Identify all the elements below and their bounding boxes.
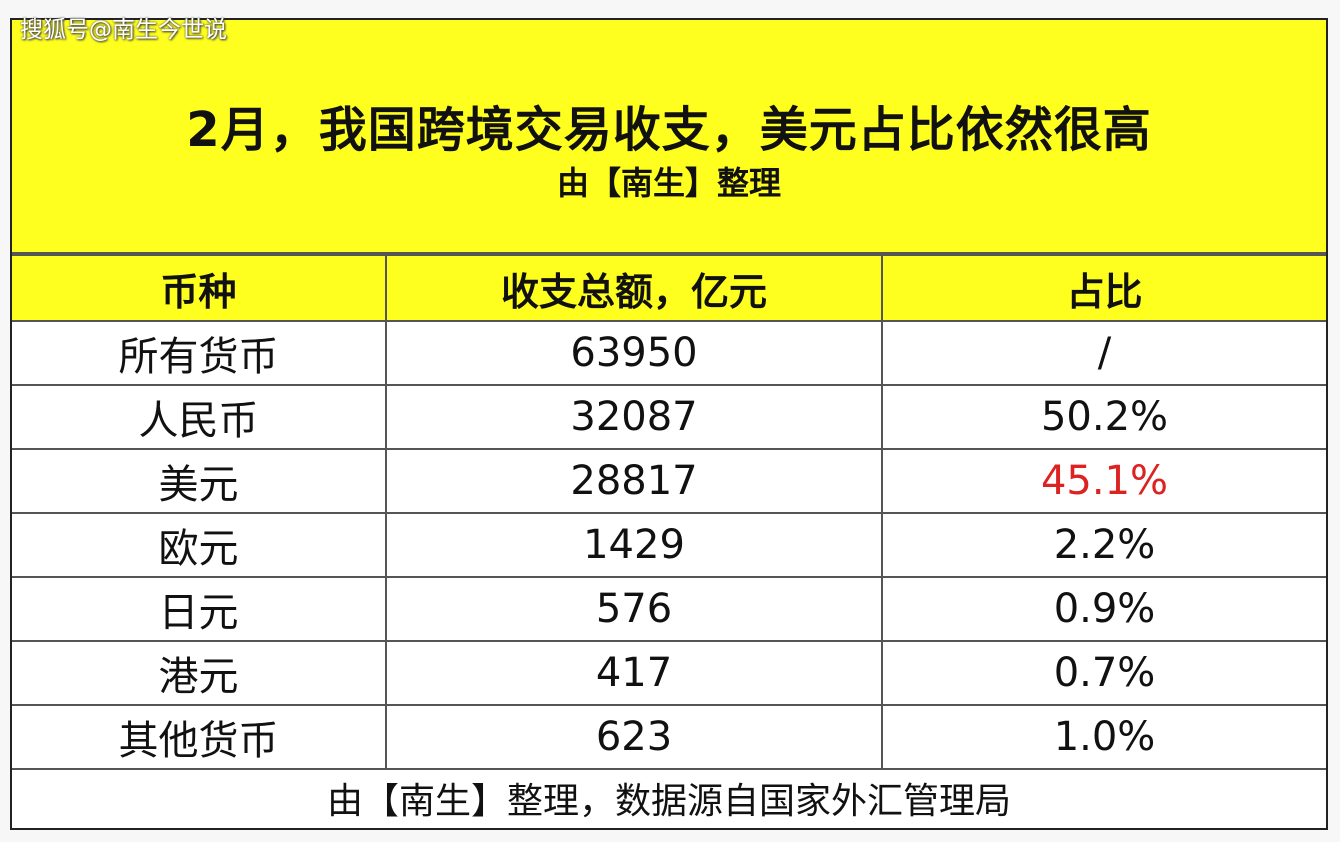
currency-cell: 其他货币: [12, 704, 387, 770]
table-row: 日元 576 0.9%: [12, 576, 1326, 642]
share-cell: 0.9%: [881, 576, 1326, 642]
source-note: 由【南生】整理，数据源自国家外汇管理局: [12, 768, 1326, 826]
share-cell: 1.0%: [881, 704, 1326, 770]
title-band: 2月，我国跨境交易收支，美元占比依然很高 由【南生】整理: [12, 20, 1326, 254]
page-title: 2月，我国跨境交易收支，美元占比依然很高: [186, 102, 1152, 158]
share-cell: 2.2%: [881, 512, 1326, 578]
total-cell: 623: [385, 704, 883, 770]
total-cell: 63950: [385, 320, 883, 386]
column-header-currency: 币种: [12, 254, 387, 322]
currency-cell: 日元: [12, 576, 387, 642]
column-header-total: 收支总额，亿元: [385, 254, 883, 322]
footer-row: 由【南生】整理，数据源自国家外汇管理局: [12, 768, 1326, 826]
total-cell: 1429: [385, 512, 883, 578]
currency-cell: 人民币: [12, 384, 387, 450]
table-frame: 2月，我国跨境交易收支，美元占比依然很高 由【南生】整理 币种 收支总额，亿元 …: [10, 18, 1328, 830]
table-row: 港元 417 0.7%: [12, 640, 1326, 706]
currency-cell: 港元: [12, 640, 387, 706]
currency-table: 币种 收支总额，亿元 占比 所有货币 63950/人民币 32087 50.2% 美元 2…: [12, 254, 1326, 826]
page-subtitle: 由【南生】整理: [556, 164, 781, 202]
total-cell: 32087: [385, 384, 883, 450]
share-cell: /: [881, 320, 1326, 386]
table-row: 美元 28817 45.1%: [12, 448, 1326, 514]
header-row: 币种 收支总额，亿元 占比: [12, 254, 1326, 322]
share-cell: 45.1%: [881, 448, 1326, 514]
currency-cell: 欧元: [12, 512, 387, 578]
total-cell: 28817: [385, 448, 883, 514]
total-cell: 576: [385, 576, 883, 642]
currency-cell: 美元: [12, 448, 387, 514]
table-row: 所有货币 63950/: [12, 320, 1326, 386]
table-row: 其他货币 623 1.0%: [12, 704, 1326, 770]
total-cell: 417: [385, 640, 883, 706]
table-body: 所有货币 63950/人民币 32087 50.2% 美元 28817 45.1% 欧元 142…: [12, 320, 1326, 770]
table-row: 欧元 1429 2.2%: [12, 512, 1326, 578]
currency-cell: 所有货币: [12, 320, 387, 386]
column-header-share: 占比: [881, 254, 1326, 322]
table-row: 人民币 32087 50.2%: [12, 384, 1326, 450]
share-cell: 50.2%: [881, 384, 1326, 450]
share-cell: 0.7%: [881, 640, 1326, 706]
watermark: 搜狐号@南生今世说: [20, 17, 227, 43]
